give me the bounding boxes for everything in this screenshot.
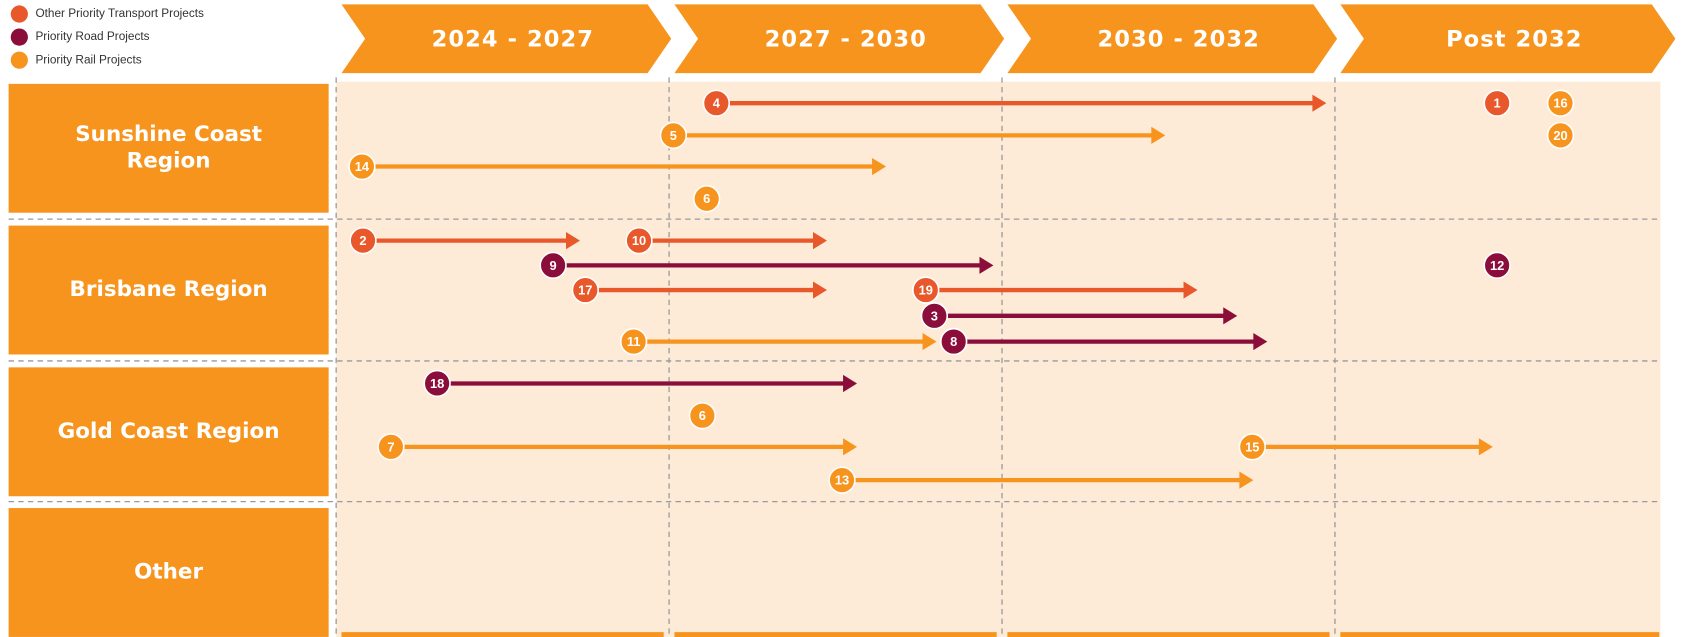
period-chevron: [674, 4, 1005, 74]
arrow-head: [1239, 471, 1254, 489]
project-number: 17: [578, 283, 592, 298]
project-number: 6: [703, 191, 710, 206]
project-marker: [1483, 89, 1511, 117]
period-label: Post 2032: [1446, 26, 1582, 52]
project-number: 19: [919, 283, 933, 298]
project-marker: [828, 466, 856, 494]
project-number: 18: [430, 376, 444, 391]
project-number: 14: [355, 159, 370, 174]
arrow-head: [979, 256, 994, 274]
region-label: Sunshine Coast: [75, 122, 262, 147]
legend-swatch: [10, 5, 28, 23]
project-number: 4: [713, 96, 721, 111]
period-label: 2024 - 2027: [432, 26, 594, 52]
project-number: 8: [950, 334, 957, 349]
arrow-head: [813, 281, 827, 299]
arrow-head: [1478, 438, 1493, 456]
project-number: 13: [835, 473, 849, 488]
arrow-head: [1312, 94, 1327, 112]
legend-swatch: [10, 28, 28, 46]
region-box: [8, 367, 329, 497]
project-number: 9: [550, 258, 557, 273]
region-label: Region: [127, 149, 211, 174]
legend-label: Other Priority Transport Projects: [35, 6, 204, 20]
period-chevron: [341, 4, 672, 74]
legend-swatch: [10, 51, 28, 69]
arrow-head: [1253, 332, 1268, 351]
project-marker: [940, 327, 968, 356]
project-number: 12: [1490, 258, 1504, 273]
period-chevron: [1007, 4, 1338, 74]
legend-label: Priority Road Projects: [35, 29, 149, 43]
project-marker: [619, 327, 648, 356]
project-marker: [349, 226, 377, 255]
region-box: [8, 225, 329, 355]
arrow-head: [1183, 281, 1198, 299]
project-marker: [625, 226, 653, 255]
project-marker: [1238, 433, 1266, 461]
project-marker: [702, 89, 731, 117]
project-number: 5: [670, 128, 677, 143]
arrow-head: [843, 374, 858, 393]
arrow-head: [1223, 307, 1238, 325]
arrow-head: [843, 438, 858, 456]
project-marker: [1483, 251, 1511, 280]
project-number: 10: [632, 233, 646, 248]
legend-label: Priority Rail Projects: [35, 52, 141, 66]
grid-lines: [8, 77, 1661, 637]
period-label: 2030 - 2032: [1097, 26, 1259, 52]
project-number: 15: [1245, 439, 1259, 454]
arrow-head: [565, 232, 580, 250]
region-label: Gold Coast Region: [58, 419, 280, 444]
project-number: 2: [359, 233, 366, 248]
arrow-head: [872, 157, 887, 176]
region-box: [8, 83, 329, 213]
project-marker: [571, 276, 600, 304]
region-label: Brisbane Region: [70, 277, 268, 302]
project-marker: [377, 433, 405, 461]
region-box: [8, 508, 329, 637]
region-label: Other: [134, 559, 203, 584]
project-number: 3: [931, 308, 938, 323]
project-marker: [692, 185, 721, 213]
project-marker: [920, 302, 949, 330]
project-marker: [1546, 89, 1575, 117]
arrow-head: [922, 332, 937, 351]
arrow-head: [813, 232, 827, 250]
project-number: 1: [1494, 96, 1501, 111]
period-label: 2027 - 2030: [765, 26, 927, 52]
period-chevron: [1340, 4, 1676, 74]
project-marker: [423, 369, 451, 398]
project-marker: [1546, 121, 1575, 150]
project-number: 20: [1553, 128, 1567, 143]
project-marker: [912, 276, 940, 304]
project-marker: [539, 251, 567, 280]
project-marker: [659, 121, 688, 150]
project-number: 6: [699, 408, 706, 423]
arrow-head: [1151, 126, 1166, 144]
timeline-background: [336, 81, 1661, 637]
project-number: 11: [627, 334, 641, 349]
project-marker: [688, 402, 717, 430]
project-marker: [348, 152, 376, 181]
arrows: [361, 94, 1493, 489]
project-number: 16: [1553, 96, 1567, 111]
project-number: 7: [387, 439, 394, 454]
